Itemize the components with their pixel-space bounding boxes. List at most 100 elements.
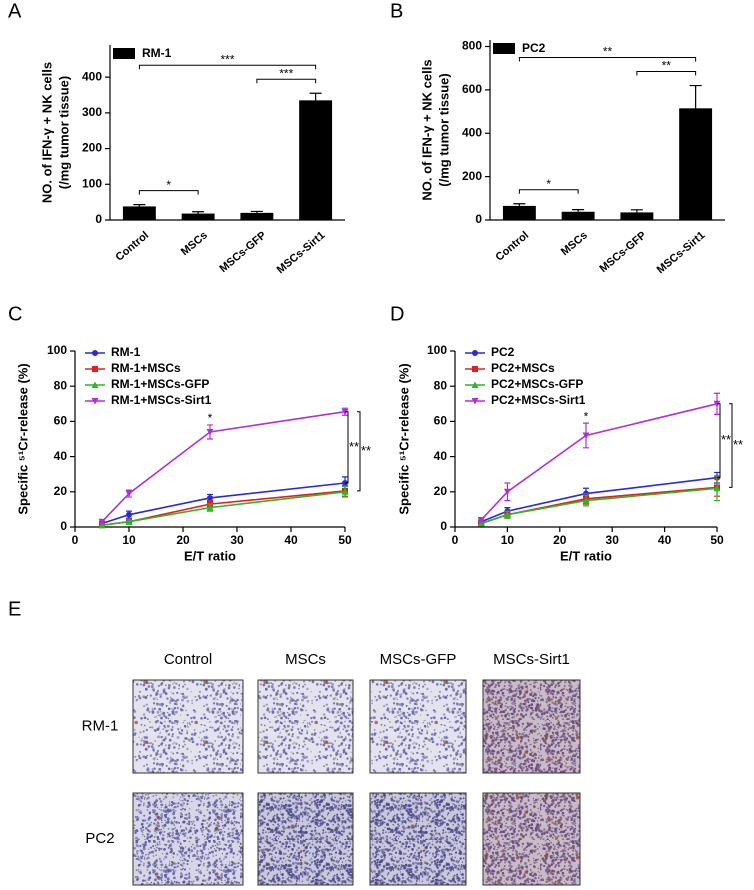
significance-bracket [357,411,361,492]
y-axis-label: Specific ⁵¹Cr-release (%) [15,363,30,514]
bar [299,100,333,220]
row-label: PC2 [85,830,114,847]
bar [561,211,595,220]
ihc-image [257,679,354,774]
bar [240,212,274,220]
x-tick-label: 10 [501,533,515,547]
marker [472,350,478,356]
x-tick-label: 30 [230,533,244,547]
y-tick-label: 40 [434,449,448,463]
y-tick-label: 400 [82,69,102,83]
x-tick-label: 20 [553,533,567,547]
significance-label: * [584,409,589,423]
significance-label: ** [662,59,672,73]
legend-label: PC2+MSCs-Sirt1 [491,393,586,407]
x-tick-label: 50 [338,533,352,547]
y-tick-label: 60 [54,414,68,428]
legend-label: PC2 [491,345,515,359]
significance-bracket [138,190,199,195]
legend-swatch [493,43,515,54]
y-tick-label: 0 [95,212,102,226]
column-label: MSCs-Sirt1 [493,651,570,668]
legend-label: RM-1+MSCs-GFP [111,377,209,391]
bar [122,206,156,220]
bar [502,205,536,220]
panel-letter: D [390,303,404,325]
y-tick-label: 20 [434,484,448,498]
significance-bracket [256,78,317,84]
ihc-image [369,679,467,774]
y-axis-label: (/mg tumor tissue) [436,73,451,186]
significance-bracket [518,189,579,194]
y-tick-label: 80 [54,378,68,392]
panel-letter: C [8,303,22,325]
panel-letter: A [8,0,22,22]
x-tick-label: 20 [176,533,190,547]
column-label: MSCs-GFP [380,651,457,668]
significance-bracket [729,403,733,488]
marker [472,366,478,372]
row-label: RM-1 [82,717,119,734]
ihc-image [132,792,244,886]
significance-label: * [546,177,551,191]
series-line [101,491,346,527]
x-tick-label: MSCs-Sirt1 [275,229,328,276]
marker [98,518,106,526]
significance-label: ** [733,437,743,452]
legend-label: PC2 [522,41,546,55]
marker [713,484,721,492]
y-tick-label: 0 [440,519,447,533]
marker [341,488,349,495]
panel-letter: B [390,0,403,22]
y-tick-label: 100 [82,176,102,190]
significance-label: ** [361,443,371,458]
marker [471,398,479,405]
series-line [480,486,718,525]
ihc-image [482,792,581,886]
x-tick-label: 0 [452,533,459,547]
error-bar [192,211,205,214]
y-tick-label: 0 [475,212,482,226]
column-label: Control [164,651,212,668]
marker [125,518,133,525]
bar [679,108,713,220]
marker [126,511,132,518]
error-bar [309,92,322,101]
marker [503,511,511,518]
y-tick-label: 100 [47,343,67,357]
marker [582,432,590,439]
x-axis-label: E/T ratio [184,548,236,563]
y-tick-label: 0 [60,519,67,533]
y-axis-label: (/mg tumor tissue) [56,76,71,189]
x-tick-label: MSCs [559,229,590,258]
x-tick-label: 30 [606,533,620,547]
significance-label: *** [279,66,293,80]
x-tick-label: 0 [72,533,79,547]
series-line [480,403,718,521]
marker [206,504,214,511]
x-tick-label: 40 [284,533,298,547]
x-tick-label: MSCs-GFP [217,229,268,275]
ihc-image [482,679,581,774]
ihc-image [132,679,244,774]
y-tick-label: 80 [434,378,448,392]
y-axis-label: NO. of IFN-γ + NK cells [419,59,434,200]
marker [477,516,485,524]
significance-label: * [166,178,171,192]
series-line [101,482,346,525]
significance-bracket [636,71,697,76]
y-tick-label: 200 [82,141,102,155]
marker [91,381,99,388]
error-bar [250,210,263,213]
marker [92,350,98,356]
y-tick-label: 100 [427,343,447,357]
bar [181,213,215,220]
error-bar [133,204,146,207]
y-tick-label: 60 [434,414,448,428]
x-axis-label: E/T ratio [560,548,612,563]
significance-bracket [138,64,317,70]
y-tick-label: 400 [462,125,482,139]
significance-label: *** [220,52,234,66]
error-bar [689,84,702,109]
